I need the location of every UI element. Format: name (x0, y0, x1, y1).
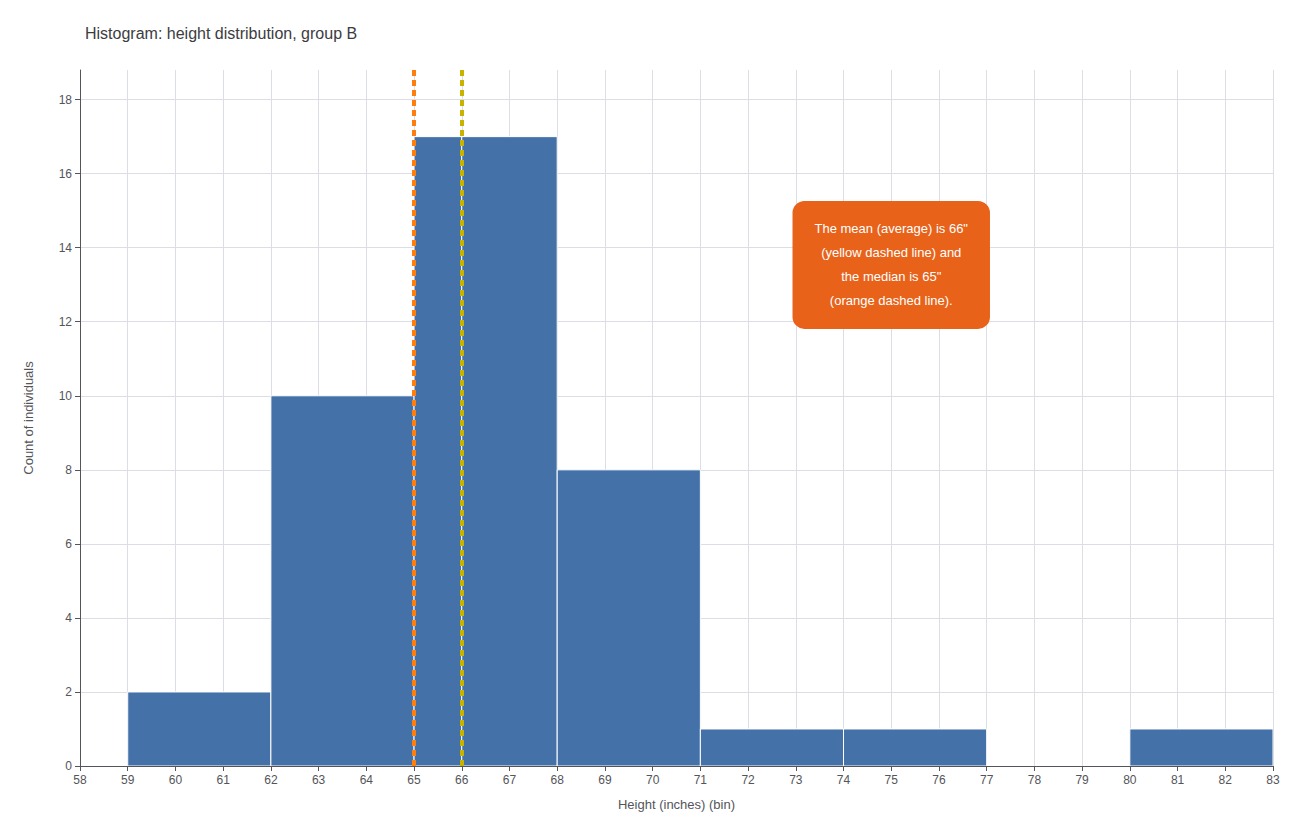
svg-text:83: 83 (1266, 773, 1280, 787)
svg-text:(orange dashed line).: (orange dashed line). (830, 293, 953, 308)
svg-text:73: 73 (789, 773, 803, 787)
svg-text:68: 68 (551, 773, 565, 787)
svg-text:71: 71 (694, 773, 708, 787)
svg-text:2: 2 (65, 685, 72, 699)
svg-text:18: 18 (59, 93, 73, 107)
svg-text:Count of individuals: Count of individuals (21, 361, 36, 475)
svg-text:62: 62 (264, 773, 278, 787)
svg-text:82: 82 (1219, 773, 1233, 787)
svg-text:63: 63 (312, 773, 326, 787)
svg-text:64: 64 (360, 773, 374, 787)
svg-text:78: 78 (1028, 773, 1042, 787)
svg-text:69: 69 (598, 773, 612, 787)
svg-text:72: 72 (741, 773, 755, 787)
svg-text:61: 61 (216, 773, 230, 787)
svg-text:66: 66 (455, 773, 469, 787)
svg-text:59: 59 (121, 773, 135, 787)
svg-text:70: 70 (646, 773, 660, 787)
svg-text:60: 60 (169, 773, 183, 787)
svg-text:Histogram: height distribution: Histogram: height distribution, group B (85, 25, 357, 42)
svg-text:81: 81 (1171, 773, 1185, 787)
svg-text:58: 58 (73, 773, 87, 787)
svg-text:4: 4 (65, 611, 72, 625)
svg-text:The mean (average) is 66": The mean (average) is 66" (815, 221, 969, 236)
svg-text:12: 12 (59, 315, 73, 329)
svg-text:67: 67 (503, 773, 517, 787)
svg-text:80: 80 (1123, 773, 1137, 787)
svg-text:74: 74 (837, 773, 851, 787)
svg-text:(yellow dashed line) and: (yellow dashed line) and (821, 245, 961, 260)
svg-text:the median is 65": the median is 65" (841, 269, 941, 284)
svg-text:14: 14 (59, 241, 73, 255)
svg-text:77: 77 (980, 773, 994, 787)
svg-text:16: 16 (59, 167, 73, 181)
svg-text:79: 79 (1075, 773, 1089, 787)
svg-text:Height (inches) (bin): Height (inches) (bin) (618, 797, 735, 812)
svg-text:76: 76 (932, 773, 946, 787)
svg-text:8: 8 (65, 463, 72, 477)
svg-text:0: 0 (65, 759, 72, 773)
svg-text:75: 75 (885, 773, 899, 787)
svg-text:65: 65 (407, 773, 421, 787)
svg-text:10: 10 (59, 389, 73, 403)
svg-text:6: 6 (65, 537, 72, 551)
